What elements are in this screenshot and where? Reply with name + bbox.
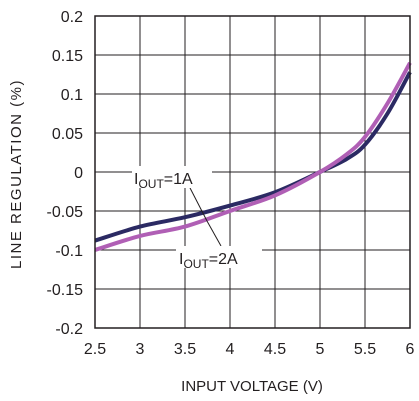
x-tick-label: 3 [136,341,145,358]
annotation-bg-2a [176,246,262,268]
x-tick-label: 3.5 [174,341,196,358]
annotation-leader-2a [206,220,222,247]
series-line-iout-2a [94,61,412,252]
annotation-iout-1a: IOUT=1A [134,171,193,191]
x-tick-label: 5 [316,341,325,358]
y-axis-label: LINE REGULATION (%) [8,79,25,269]
y-tick-label: 0.1 [61,87,83,104]
series-line-iout-1a [94,71,412,243]
x-tick-label: 4.5 [264,341,286,358]
x-axis-label: INPUT VOLTAGE (V) [181,378,323,395]
y-tick-labels: 0.2 0.15 0.1 0.05 0 -0.05 -0.1 -0.15 -0.2 [47,9,84,338]
series-layer [94,61,412,252]
y-tick-label: 0.2 [61,9,83,26]
x-tick-label: 2.5 [84,341,106,358]
y-tick-label: 0 [74,165,83,182]
annotation-iout-2a: IOUT=2A [179,251,238,271]
y-tick-label: -0.05 [47,204,84,221]
annotation-leader-1a [187,183,208,222]
x-tick-label: 5.5 [354,341,376,358]
plot-frame [94,15,411,329]
y-tick-label: -0.2 [55,321,83,338]
annotation-bg-1a [132,166,212,188]
y-tick-label: 0.15 [52,48,83,65]
y-tick-label: 0.05 [52,126,83,143]
x-tick-label: 4 [226,341,235,358]
y-tick-label: -0.15 [47,282,84,299]
y-tick-label: -0.1 [55,243,83,260]
x-tick-label: 6 [406,341,415,358]
x-tick-labels: 2.5 3 3.5 4 4.5 5 5.5 6 [84,341,415,358]
